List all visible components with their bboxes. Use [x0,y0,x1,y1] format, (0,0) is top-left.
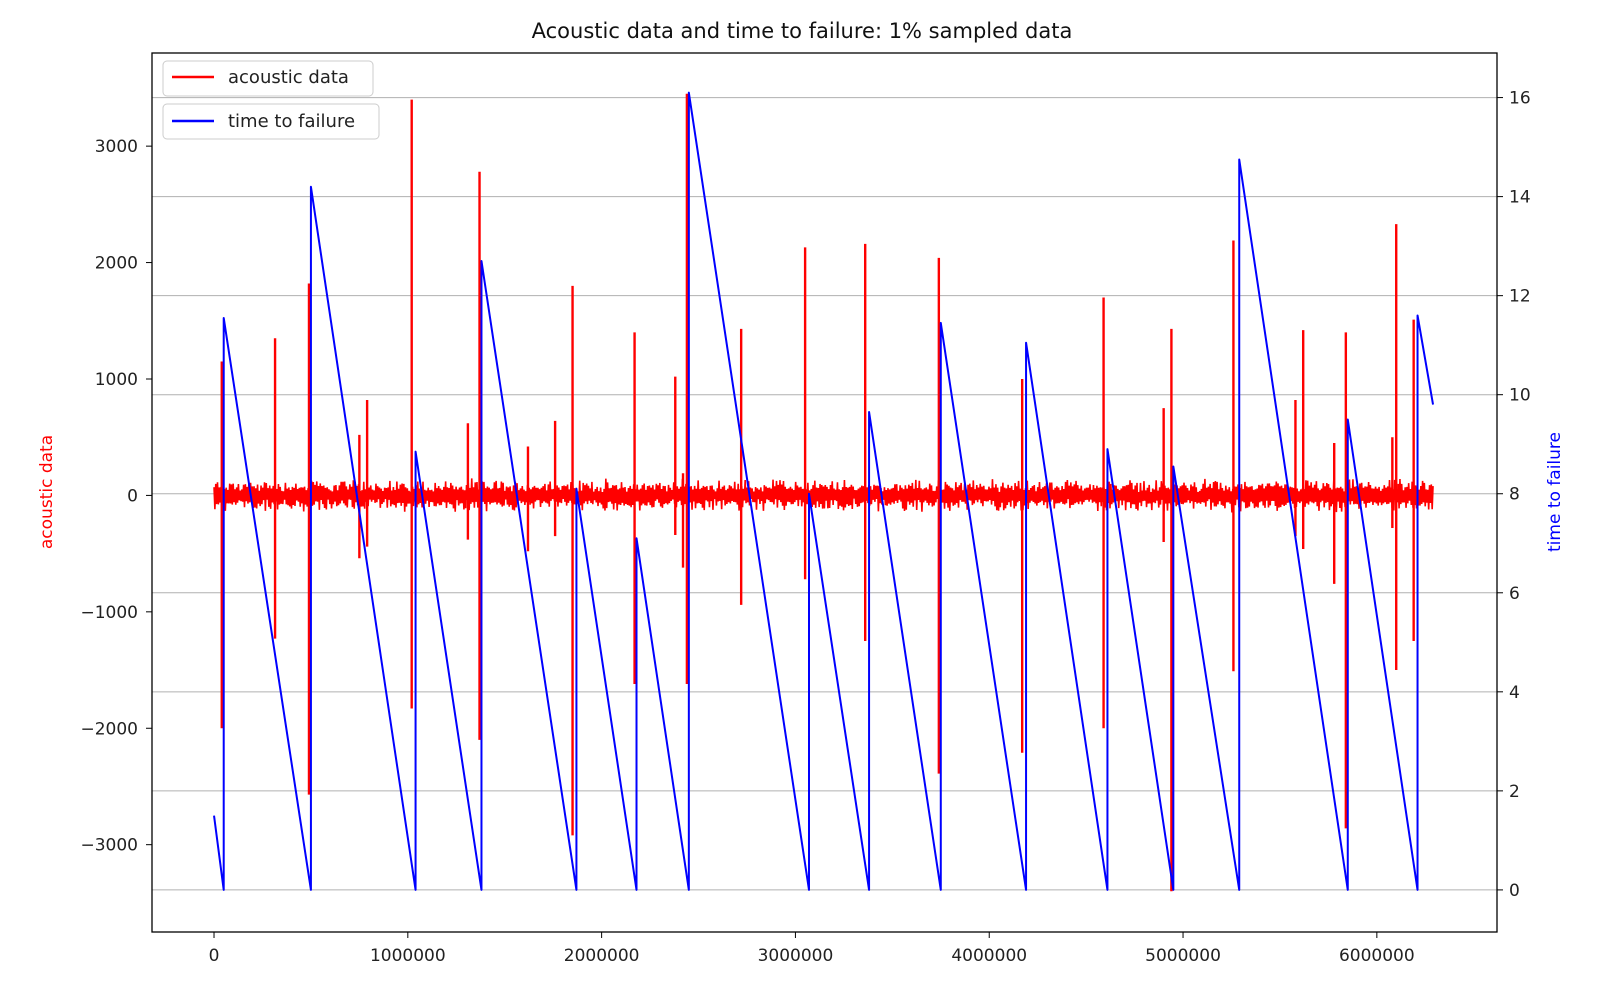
acoustic-noise-line [213,478,1434,513]
right-tick-label: 8 [1509,485,1520,505]
series-time-to-failure [213,91,1435,891]
left-axis-label: acoustic data [37,435,57,549]
time-to-failure-line [213,91,1435,891]
x-tick-label: 6000000 [1339,946,1415,966]
right-tick-label: 16 [1509,89,1531,109]
x-tick-label: 5000000 [1145,946,1221,966]
left-tick-label: 2000 [95,254,138,274]
right-tick-label: 0 [1509,881,1520,901]
right-tick-label: 2 [1509,782,1520,802]
left-tick-label: 0 [127,486,138,506]
left-tick-label: −2000 [80,719,138,739]
right-tick-label: 6 [1509,584,1520,604]
x-tick-label: 2000000 [564,946,640,966]
x-tick-label: 0 [209,946,220,966]
right-tick-label: 14 [1509,188,1531,208]
right-tick-label: 12 [1509,287,1531,307]
legend-box-time-to-failure [162,103,380,140]
right-tick-label: 4 [1509,683,1520,703]
x-tick-label: 1000000 [370,946,446,966]
left-tick-label: 1000 [95,370,138,390]
left-axis-ticks: 3000 2000 1000 0 −1000 −2000 −3000 [80,137,152,856]
right-axis-ticks: 0 2 4 6 8 10 12 14 16 [1497,89,1531,901]
legend-box-acoustic [162,60,374,97]
x-tick-label: 3000000 [758,946,834,966]
right-tick-label: 10 [1509,386,1531,406]
legend: acoustic data time to failure [162,60,380,140]
left-tick-label: 3000 [95,137,138,157]
x-axis-ticks: 0 1000000 2000000 3000000 4000000 5000000 6000… [209,932,1415,966]
x-tick-label: 4000000 [951,946,1027,966]
chart-title: Acoustic data and time to failure: 1% sa… [532,19,1073,43]
right-axis-label: time to failure [1545,432,1565,552]
left-tick-label: −1000 [80,603,138,623]
left-tick-label: −3000 [80,836,138,856]
grid-lines [152,97,1497,891]
plot-frame [151,52,1498,933]
legend-label-time-to-failure: time to failure [228,111,355,132]
series-acoustic-data [213,93,1434,892]
legend-label-acoustic: acoustic data [228,67,349,88]
